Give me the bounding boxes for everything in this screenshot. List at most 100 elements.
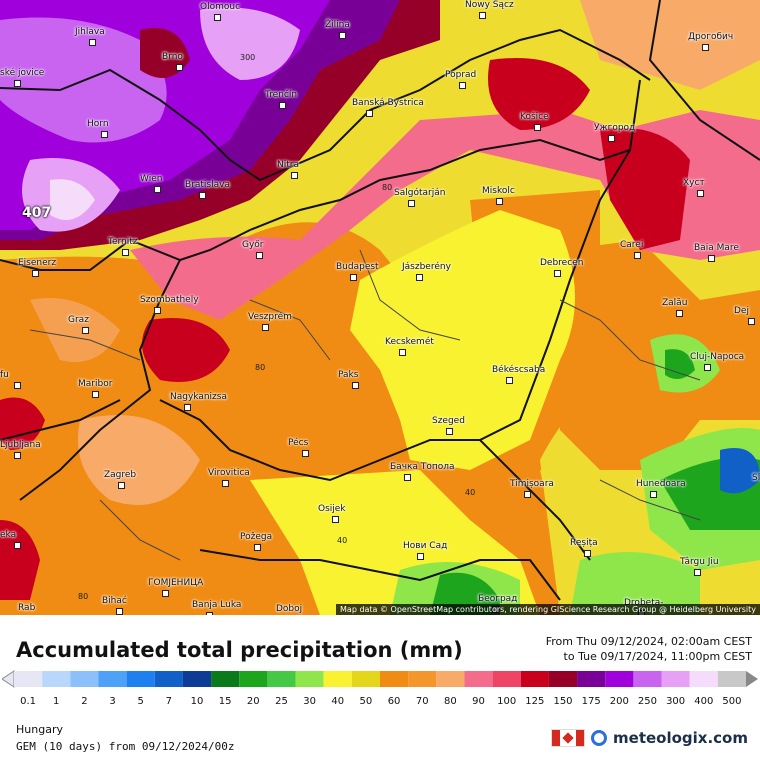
legend-label: 2 — [81, 696, 88, 707]
city-marker — [399, 349, 406, 356]
city-marker — [222, 480, 229, 487]
model-run: GEM (10 days) from 09/12/2024/00z — [16, 740, 235, 753]
city-label: Brno — [162, 52, 183, 62]
legend-label: 250 — [637, 696, 657, 707]
legend-high-arrow — [746, 671, 758, 687]
legend-swatch — [464, 671, 493, 687]
legend-label: 200 — [609, 696, 629, 707]
legend-swatch — [98, 671, 127, 687]
legend-label: 80 — [444, 696, 457, 707]
city-marker — [92, 391, 99, 398]
city-label: Graz — [68, 315, 89, 325]
city-marker — [506, 377, 513, 384]
city-label: Београд — [478, 594, 518, 604]
city-marker — [350, 274, 357, 281]
city-label: Carei — [620, 240, 644, 250]
city-marker — [302, 450, 309, 457]
city-marker — [554, 270, 561, 277]
city-label: Kecskemét — [385, 337, 434, 347]
city-label: Ljubljana — [0, 440, 41, 450]
legend-label: 70 — [415, 696, 429, 707]
legend-label: 30 — [303, 696, 316, 707]
canada-flag-icon — [551, 729, 586, 747]
legend-swatch — [182, 671, 212, 687]
city-label: Virovitica — [208, 468, 250, 478]
city-label: Békéscsaba — [492, 365, 546, 375]
period-to: to Tue 09/17/2024, 11:00pm CEST — [563, 650, 752, 663]
legend-swatch — [717, 671, 746, 687]
city-marker — [256, 252, 263, 259]
city-marker — [608, 135, 615, 142]
city-marker — [14, 80, 21, 87]
legend-swatch — [633, 671, 662, 687]
city-marker — [702, 44, 709, 51]
legend-label: 10 — [190, 696, 204, 707]
legend-label: 400 — [694, 696, 714, 707]
legend-label: 20 — [246, 696, 260, 707]
city-marker — [417, 553, 424, 560]
city-label: Бачка Топола — [390, 462, 455, 472]
isoline-label: 80 — [255, 363, 266, 372]
city-label: Miskolc — [482, 186, 515, 196]
city-label: Nagykanizsa — [170, 392, 227, 402]
brand[interactable]: meteologix.com — [551, 729, 748, 747]
legend-swatch — [408, 671, 437, 687]
city-label: Eisenerz — [18, 258, 57, 268]
city-marker — [708, 255, 715, 262]
city-marker — [254, 544, 261, 551]
city-label: Bratislava — [185, 180, 230, 190]
city-marker — [154, 186, 161, 193]
legend-swatch — [42, 671, 71, 687]
legend-swatch — [380, 671, 409, 687]
brand-name: meteologix.com — [613, 729, 748, 747]
city-label: Cluj-Napoca — [690, 352, 745, 362]
city-label: Salgótarján — [394, 188, 446, 198]
city-label: Požega — [240, 532, 273, 542]
legend-label: 500 — [722, 696, 742, 707]
city-marker — [118, 482, 125, 489]
city-marker — [116, 608, 123, 615]
city-marker — [496, 198, 503, 205]
legend-label: 0.1 — [20, 696, 37, 707]
city-label: Drobeta- — [624, 598, 664, 608]
legend-swatch — [520, 671, 549, 687]
city-label: Doboj — [276, 604, 303, 614]
city-label: Košice — [520, 112, 549, 122]
city-marker — [184, 404, 191, 411]
city-marker — [199, 192, 206, 199]
legend-label: 100 — [497, 696, 517, 707]
legend-swatch — [661, 671, 690, 687]
city-label: Ужгород — [594, 123, 636, 133]
legend-swatch — [154, 671, 183, 687]
isoline-label: 40 — [337, 536, 348, 545]
city-marker — [694, 569, 701, 576]
city-marker — [446, 428, 453, 435]
city-label: Timișoara — [510, 479, 554, 489]
city-label: Nitra — [277, 160, 299, 170]
city-label: Хуст — [683, 178, 705, 188]
period-from: From Thu 09/12/2024, 02:00am CEST — [545, 635, 752, 648]
legend-label: 3 — [109, 696, 116, 707]
city-label: Jihlava — [75, 27, 105, 37]
city-label: Horn — [87, 119, 109, 129]
legend-swatch — [548, 671, 578, 687]
precipitation-map[interactable]: 407 300 80 80 40 40 80 Olomouc Nowy Sącz J… — [0, 0, 760, 615]
city-marker — [748, 318, 755, 325]
city-marker — [459, 82, 466, 89]
city-label: Győr — [242, 240, 264, 250]
city-marker — [697, 190, 704, 197]
city-label: Budapest — [336, 262, 379, 272]
legend-label: 175 — [581, 696, 601, 707]
city-marker — [32, 270, 39, 277]
legend-swatch — [351, 671, 380, 687]
legend-swatch — [211, 671, 240, 687]
city-marker — [634, 252, 641, 259]
city-marker — [332, 516, 339, 523]
isoline-label: 40 — [465, 488, 476, 497]
city-marker — [279, 102, 286, 109]
city-label: Ternitz — [108, 237, 138, 247]
city-marker — [352, 382, 359, 389]
city-marker — [176, 64, 183, 71]
legend-label: 40 — [331, 696, 345, 707]
city-label: Zalău — [662, 298, 688, 308]
